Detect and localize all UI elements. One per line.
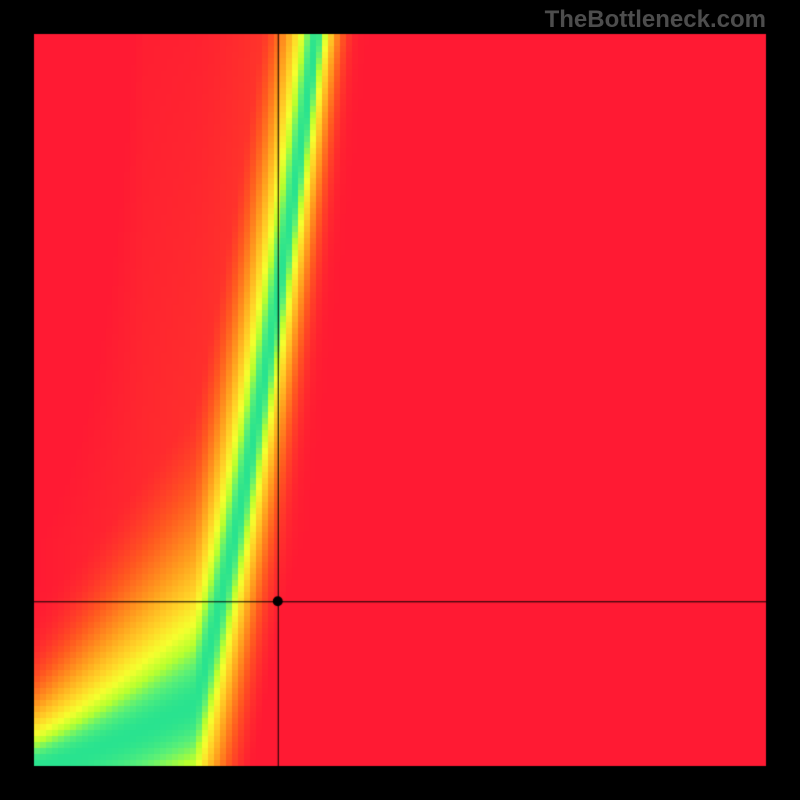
watermark-text: TheBottleneck.com bbox=[545, 6, 766, 34]
heatmap-canvas bbox=[0, 0, 800, 800]
chart-container: TheBottleneck.com bbox=[0, 0, 800, 800]
